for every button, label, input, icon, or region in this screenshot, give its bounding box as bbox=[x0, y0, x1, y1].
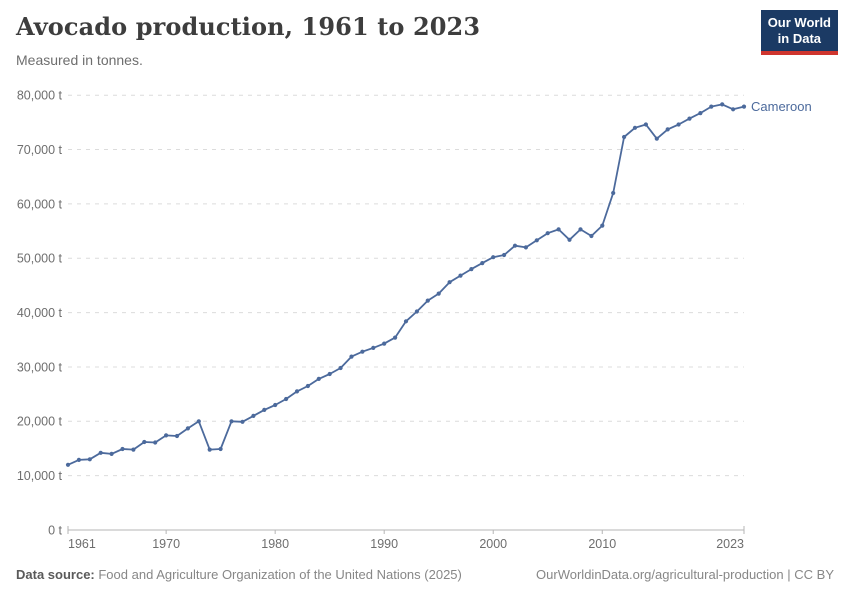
data-point-marker[interactable] bbox=[393, 335, 398, 340]
y-axis-tick-label: 60,000 t bbox=[17, 197, 63, 211]
data-point-marker[interactable] bbox=[185, 426, 190, 431]
data-point-marker[interactable] bbox=[262, 407, 267, 412]
data-point-marker[interactable] bbox=[578, 227, 583, 232]
data-point-marker[interactable] bbox=[545, 231, 550, 236]
data-point-marker[interactable] bbox=[131, 447, 136, 452]
data-point-marker[interactable] bbox=[654, 136, 659, 141]
x-axis-tick-label: 2010 bbox=[588, 537, 616, 551]
data-point-marker[interactable] bbox=[622, 134, 627, 140]
data-point-marker[interactable] bbox=[382, 341, 387, 346]
x-axis-tick-label: 2023 bbox=[716, 537, 744, 551]
data-point-marker[interactable] bbox=[240, 419, 245, 424]
data-point-marker[interactable] bbox=[600, 223, 605, 228]
data-point-marker[interactable] bbox=[164, 433, 169, 438]
data-point-marker[interactable] bbox=[316, 376, 321, 381]
data-point-marker[interactable] bbox=[611, 190, 616, 196]
data-point-marker[interactable] bbox=[349, 354, 354, 359]
data-source-text: Food and Agriculture Organization of the… bbox=[94, 567, 462, 582]
data-point-marker[interactable] bbox=[698, 111, 703, 116]
series-end-label[interactable]: Cameroon bbox=[751, 99, 812, 114]
data-point-marker[interactable] bbox=[360, 349, 365, 354]
data-point-marker[interactable] bbox=[65, 462, 71, 467]
y-axis-tick-label: 50,000 t bbox=[17, 252, 63, 266]
data-point-marker[interactable] bbox=[142, 439, 147, 445]
data-point-marker[interactable] bbox=[512, 243, 518, 248]
data-point-marker[interactable] bbox=[229, 419, 234, 424]
y-axis-tick-label: 30,000 t bbox=[17, 360, 63, 374]
data-point-marker[interactable] bbox=[741, 104, 747, 109]
data-point-marker[interactable] bbox=[371, 345, 376, 350]
data-point-marker[interactable] bbox=[665, 127, 670, 132]
data-point-marker[interactable] bbox=[436, 291, 441, 296]
license-text: | CC BY bbox=[783, 567, 834, 582]
x-axis-tick-label: 1990 bbox=[370, 537, 398, 551]
data-point-marker[interactable] bbox=[523, 245, 529, 250]
data-point-marker[interactable] bbox=[731, 107, 736, 112]
x-axis-tick-label: 1970 bbox=[152, 537, 180, 551]
data-point-marker[interactable] bbox=[589, 233, 594, 239]
chart-title: Avocado production, 1961 to 2023 bbox=[16, 12, 481, 41]
owid-logo[interactable]: Our World in Data bbox=[760, 10, 838, 55]
data-point-marker[interactable] bbox=[273, 402, 278, 408]
data-point-marker[interactable] bbox=[218, 446, 223, 452]
data-point-marker[interactable] bbox=[305, 383, 310, 389]
plot-area: 0 t 10,000 t 20,000 t 30,000 t 40,000 t 50,00… bbox=[17, 89, 812, 551]
y-axis-tick-label: 0 t bbox=[48, 523, 62, 537]
data-point-marker[interactable] bbox=[109, 451, 114, 456]
owid-logo-line2: in Data bbox=[777, 31, 822, 47]
data-point-marker[interactable] bbox=[469, 267, 474, 272]
data-point-marker[interactable] bbox=[76, 457, 81, 462]
data-point-marker[interactable] bbox=[294, 389, 300, 394]
data-point-marker[interactable] bbox=[425, 298, 430, 303]
y-axis-tick-label: 80,000 t bbox=[17, 89, 63, 103]
chart-subtitle: Measured in tonnes. bbox=[16, 52, 143, 68]
data-point-marker[interactable] bbox=[338, 365, 343, 371]
data-point-marker[interactable] bbox=[447, 280, 452, 285]
y-axis-tick-label: 20,000 t bbox=[17, 415, 63, 429]
data-point-marker[interactable] bbox=[98, 450, 103, 455]
data-point-marker[interactable] bbox=[327, 371, 332, 377]
x-axis-tick-label: 2000 bbox=[479, 537, 507, 551]
data-point-marker[interactable] bbox=[480, 261, 485, 266]
data-source-label: Data source: bbox=[16, 567, 95, 582]
y-axis-tick-label: 40,000 t bbox=[17, 306, 63, 320]
y-axis-tick-label: 70,000 t bbox=[17, 143, 63, 157]
data-point-marker[interactable] bbox=[502, 252, 507, 258]
x-axis-tick-label: 1980 bbox=[261, 537, 289, 551]
footer-right: OurWorldinData.org/agricultural-producti… bbox=[536, 567, 834, 582]
chart-footer: Data source: Food and Agriculture Organi… bbox=[16, 567, 834, 582]
data-point-marker[interactable] bbox=[87, 457, 92, 462]
data-point-marker[interactable] bbox=[643, 122, 649, 127]
owid-logo-line1: Our World bbox=[767, 15, 831, 30]
data-point-marker[interactable] bbox=[153, 440, 158, 445]
data-point-marker[interactable] bbox=[458, 273, 463, 278]
data-source-note: Data source: Food and Agriculture Organi… bbox=[16, 567, 462, 582]
data-point-marker[interactable] bbox=[120, 446, 125, 452]
data-point-marker[interactable] bbox=[676, 122, 681, 127]
x-axis-tick-label: 1961 bbox=[68, 537, 96, 551]
data-point-marker[interactable] bbox=[567, 237, 572, 242]
data-point-marker[interactable] bbox=[196, 419, 201, 424]
data-point-marker[interactable] bbox=[556, 227, 561, 232]
data-point-marker[interactable] bbox=[534, 238, 539, 243]
data-point-marker[interactable] bbox=[207, 447, 212, 452]
data-point-marker[interactable] bbox=[709, 104, 714, 109]
series-line-cameroon[interactable] bbox=[67, 103, 745, 466]
data-point-marker[interactable] bbox=[251, 413, 256, 418]
data-point-marker[interactable] bbox=[687, 116, 692, 121]
data-point-marker[interactable] bbox=[174, 433, 180, 439]
data-point-marker[interactable] bbox=[491, 255, 496, 260]
data-point-marker[interactable] bbox=[284, 396, 289, 402]
data-point-marker[interactable] bbox=[632, 125, 638, 130]
data-point-marker[interactable] bbox=[720, 102, 725, 107]
owid-url-link[interactable]: OurWorldinData.org/agricultural-producti… bbox=[536, 567, 784, 582]
data-point-marker[interactable] bbox=[414, 309, 419, 314]
y-axis-tick-label: 10,000 t bbox=[17, 469, 63, 483]
data-point-marker[interactable] bbox=[403, 319, 409, 324]
